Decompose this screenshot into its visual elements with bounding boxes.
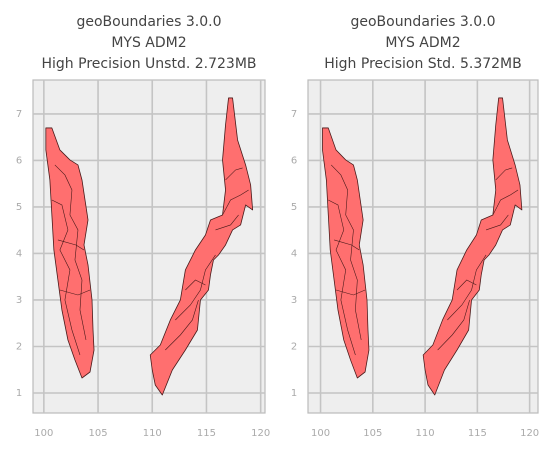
- y-tick-label: 1: [291, 388, 297, 399]
- y-tick-label: 2: [291, 341, 297, 352]
- y-tick-label: 2: [16, 341, 22, 352]
- x-tick-label: 120: [251, 428, 270, 439]
- panel-title: High Precision Std. 5.372MB: [324, 56, 521, 72]
- panel-title: geoBoundaries 3.0.0: [350, 14, 495, 30]
- x-tick-label: 105: [363, 428, 382, 439]
- y-tick-label: 6: [16, 155, 22, 166]
- map-panel: geoBoundaries 3.0.0 MYS ADM2 High Precisio…: [16, 14, 270, 439]
- y-tick-label: 5: [16, 202, 22, 213]
- y-tick-label: 1: [16, 388, 22, 399]
- y-tick-label: 3: [16, 295, 22, 306]
- panel-title: MYS ADM2: [111, 35, 186, 51]
- y-tick-label: 5: [291, 202, 297, 213]
- y-tick-label: 7: [16, 109, 22, 120]
- x-tick-label: 110: [143, 428, 162, 439]
- x-tick-label: 100: [34, 428, 53, 439]
- panel-title: MYS ADM2: [385, 35, 460, 51]
- x-tick-label: 115: [468, 428, 487, 439]
- y-tick-label: 3: [291, 295, 297, 306]
- panel-title: geoBoundaries 3.0.0: [76, 14, 221, 30]
- map-panel: geoBoundaries 3.0.0 MYS ADM2 High Precisio…: [291, 14, 539, 439]
- x-tick-label: 120: [520, 428, 539, 439]
- x-tick-label: 115: [197, 428, 216, 439]
- y-tick-label: 4: [291, 248, 297, 259]
- x-tick-label: 100: [311, 428, 330, 439]
- y-tick-label: 6: [291, 155, 297, 166]
- y-tick-label: 4: [16, 248, 22, 259]
- y-tick-label: 7: [291, 109, 297, 120]
- panel-title: High Precision Unstd. 2.723MB: [42, 56, 257, 72]
- x-tick-label: 105: [88, 428, 107, 439]
- x-tick-label: 110: [416, 428, 435, 439]
